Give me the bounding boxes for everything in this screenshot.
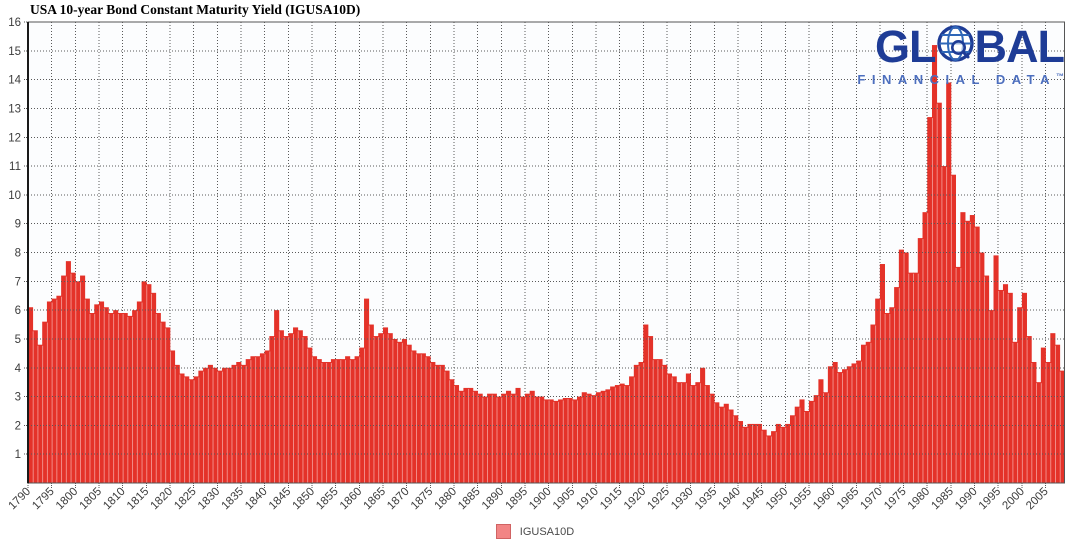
svg-text:1890: 1890 — [480, 486, 507, 513]
svg-text:1845: 1845 — [267, 486, 294, 513]
globe-magnifier-icon — [935, 23, 976, 71]
svg-text:1970: 1970 — [858, 486, 885, 513]
svg-text:1850: 1850 — [291, 486, 318, 513]
svg-text:16: 16 — [8, 17, 21, 29]
svg-text:1905: 1905 — [551, 486, 578, 513]
svg-text:12: 12 — [8, 132, 21, 144]
svg-text:6: 6 — [15, 305, 21, 317]
svg-text:2: 2 — [15, 420, 21, 432]
svg-text:1955: 1955 — [787, 486, 814, 513]
svg-text:1795: 1795 — [30, 486, 57, 513]
svg-text:1830: 1830 — [196, 486, 223, 513]
svg-text:1885: 1885 — [456, 486, 483, 513]
svg-text:1860: 1860 — [338, 486, 365, 513]
svg-text:1880: 1880 — [433, 486, 460, 513]
svg-text:5: 5 — [15, 334, 21, 346]
svg-text:3: 3 — [15, 392, 21, 404]
svg-text:1900: 1900 — [527, 486, 554, 513]
gfd-logo: GL BAL FINANCIAL DATA™ — [857, 20, 1065, 87]
gfd-logo-wordmark: GL BAL — [857, 20, 1065, 72]
svg-text:1870: 1870 — [385, 486, 412, 513]
svg-text:1875: 1875 — [409, 486, 436, 513]
gfd-logo-word-end: BAL — [974, 20, 1065, 72]
trademark-symbol: ™ — [1056, 72, 1064, 81]
svg-text:1985: 1985 — [929, 486, 956, 513]
legend-label: IGUSA10D — [519, 525, 575, 538]
svg-text:10: 10 — [8, 190, 21, 202]
svg-text:14: 14 — [8, 75, 21, 87]
svg-text:1995: 1995 — [977, 486, 1004, 513]
svg-text:1990: 1990 — [953, 486, 980, 513]
svg-text:1840: 1840 — [243, 486, 270, 513]
svg-text:1920: 1920 — [622, 486, 649, 513]
svg-text:1965: 1965 — [835, 486, 862, 513]
svg-text:1855: 1855 — [314, 486, 341, 513]
legend-swatch — [495, 524, 511, 539]
svg-text:1925: 1925 — [645, 486, 672, 513]
svg-text:7: 7 — [15, 276, 21, 288]
svg-text:1825: 1825 — [172, 486, 199, 513]
svg-text:1790: 1790 — [7, 486, 34, 513]
svg-text:4: 4 — [15, 363, 22, 375]
svg-text:1: 1 — [15, 449, 21, 461]
svg-text:11: 11 — [9, 161, 21, 173]
svg-text:1980: 1980 — [906, 486, 933, 513]
gfd-logo-subtitle: FINANCIAL DATA™ — [857, 72, 1064, 87]
svg-text:1805: 1805 — [78, 486, 105, 513]
svg-text:1975: 1975 — [882, 486, 909, 513]
svg-text:1910: 1910 — [574, 486, 601, 513]
svg-text:1945: 1945 — [740, 486, 767, 513]
svg-text:9: 9 — [15, 219, 21, 231]
gfd-logo-word-start: GL — [875, 20, 936, 72]
chart-title: USA 10-year Bond Constant Maturity Yield… — [30, 2, 361, 17]
svg-text:1930: 1930 — [669, 486, 696, 513]
svg-text:1940: 1940 — [716, 486, 743, 513]
svg-text:8: 8 — [15, 248, 21, 260]
svg-text:1915: 1915 — [598, 486, 625, 513]
svg-text:1950: 1950 — [764, 486, 791, 513]
svg-text:1960: 1960 — [811, 486, 838, 513]
svg-text:1820: 1820 — [149, 486, 176, 513]
svg-text:1865: 1865 — [362, 486, 389, 513]
svg-text:15: 15 — [8, 46, 21, 58]
svg-text:1935: 1935 — [693, 486, 720, 513]
svg-text:1810: 1810 — [101, 486, 128, 513]
svg-text:1815: 1815 — [125, 486, 152, 513]
svg-text:2000: 2000 — [1000, 486, 1027, 513]
legend: IGUSA10D — [0, 524, 1070, 539]
svg-text:1800: 1800 — [54, 486, 81, 513]
svg-text:1835: 1835 — [220, 486, 247, 513]
svg-text:2005: 2005 — [1024, 486, 1051, 513]
svg-text:1895: 1895 — [504, 486, 531, 513]
svg-text:13: 13 — [8, 103, 21, 115]
